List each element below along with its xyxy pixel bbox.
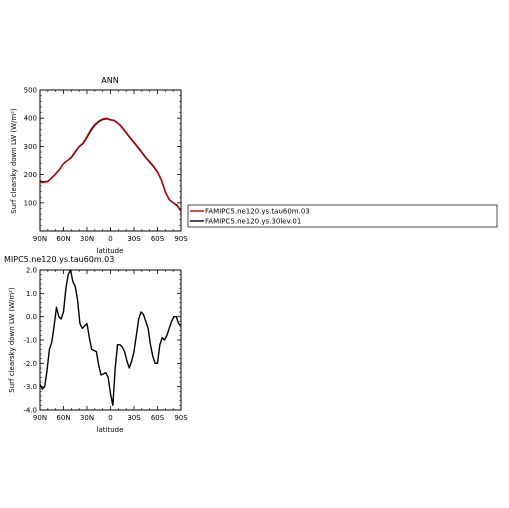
y-axis: 100 200 300 400 500 — [24, 87, 181, 232]
series-lines — [39, 117, 182, 212]
legend-label-series-1: FAMIPC5.ne120.ys.tau60m.03 — [205, 208, 310, 216]
x-tick-label: 60N — [56, 235, 70, 243]
y-tick-label: 100 — [24, 199, 37, 207]
x-axis-label: latitude — [97, 426, 124, 434]
x-tick-label: 0 — [108, 414, 112, 422]
series-lines — [39, 269, 182, 407]
legend: FAMIPC5.ne120.ys.tau60m.03 FAMIPC5.ne120… — [187, 204, 498, 228]
x-tick-label: 30N — [80, 235, 94, 243]
x-tick-label: 0 — [108, 235, 112, 243]
panel-title: ANN — [101, 76, 118, 85]
series-line — [39, 117, 182, 212]
plot-frame — [39, 89, 182, 232]
series-line — [39, 269, 182, 407]
y-tick-label: -4.0 — [23, 407, 37, 415]
x-axis: 90N 60N 30N 0 30S 60S 90S — [33, 270, 188, 422]
y-tick-label: -1.0 — [23, 337, 37, 345]
annual-mean-panel: ANN 90N 60N 30N 0 30S 60S 90S 100200300400500 … — [10, 76, 188, 255]
x-tick-label: 60S — [151, 414, 165, 422]
legend-label-series-2: FAMIPC5.ne120.ys.30lev.01 — [205, 218, 301, 226]
y-tick-label: -3.0 — [23, 383, 37, 391]
legend-box — [187, 204, 498, 228]
x-tick-label: 90S — [174, 235, 188, 243]
y-axis-label: Surf clearsky down LW (W/m²) — [8, 287, 16, 393]
panel-title: MIPC5.ne120.ys.tau60m.03 — [4, 255, 114, 264]
y-tick-label: 1.0 — [26, 290, 37, 298]
x-axis: 90N 60N 30N 0 30S 60S 90S — [33, 90, 188, 243]
y-tick-label: 300 — [24, 143, 37, 151]
x-tick-label: 30N — [80, 414, 94, 422]
x-tick-label: 30S — [127, 235, 141, 243]
x-tick-label: 30S — [127, 414, 141, 422]
x-tick-label: 90S — [174, 414, 188, 422]
difference-panel: MIPC5.ne120.ys.tau60m.03 90N 60N 30N 0 30S 60… — [4, 255, 188, 434]
y-tick-label: 0.0 — [26, 313, 37, 321]
x-tick-label: 90N — [33, 414, 47, 422]
y-tick-label: 2.0 — [26, 267, 37, 275]
y-axis-label: Surf clearsky down LW (W/m²) — [10, 108, 18, 214]
series-line — [40, 118, 182, 212]
x-tick-label: 60N — [56, 414, 70, 422]
y-tick-label: 500 — [24, 87, 37, 95]
x-tick-label: 90N — [33, 235, 47, 243]
y-tick-label: 400 — [24, 115, 37, 123]
x-tick-label: 60S — [151, 235, 165, 243]
x-axis-label: latitude — [97, 247, 124, 255]
y-axis: -4.0 -3.0 -2.0 -1.0 0.0 1.0 2.0 — [23, 267, 181, 415]
y-tick-label: 200 — [24, 171, 37, 179]
y-tick-label: -2.0 — [23, 360, 37, 368]
